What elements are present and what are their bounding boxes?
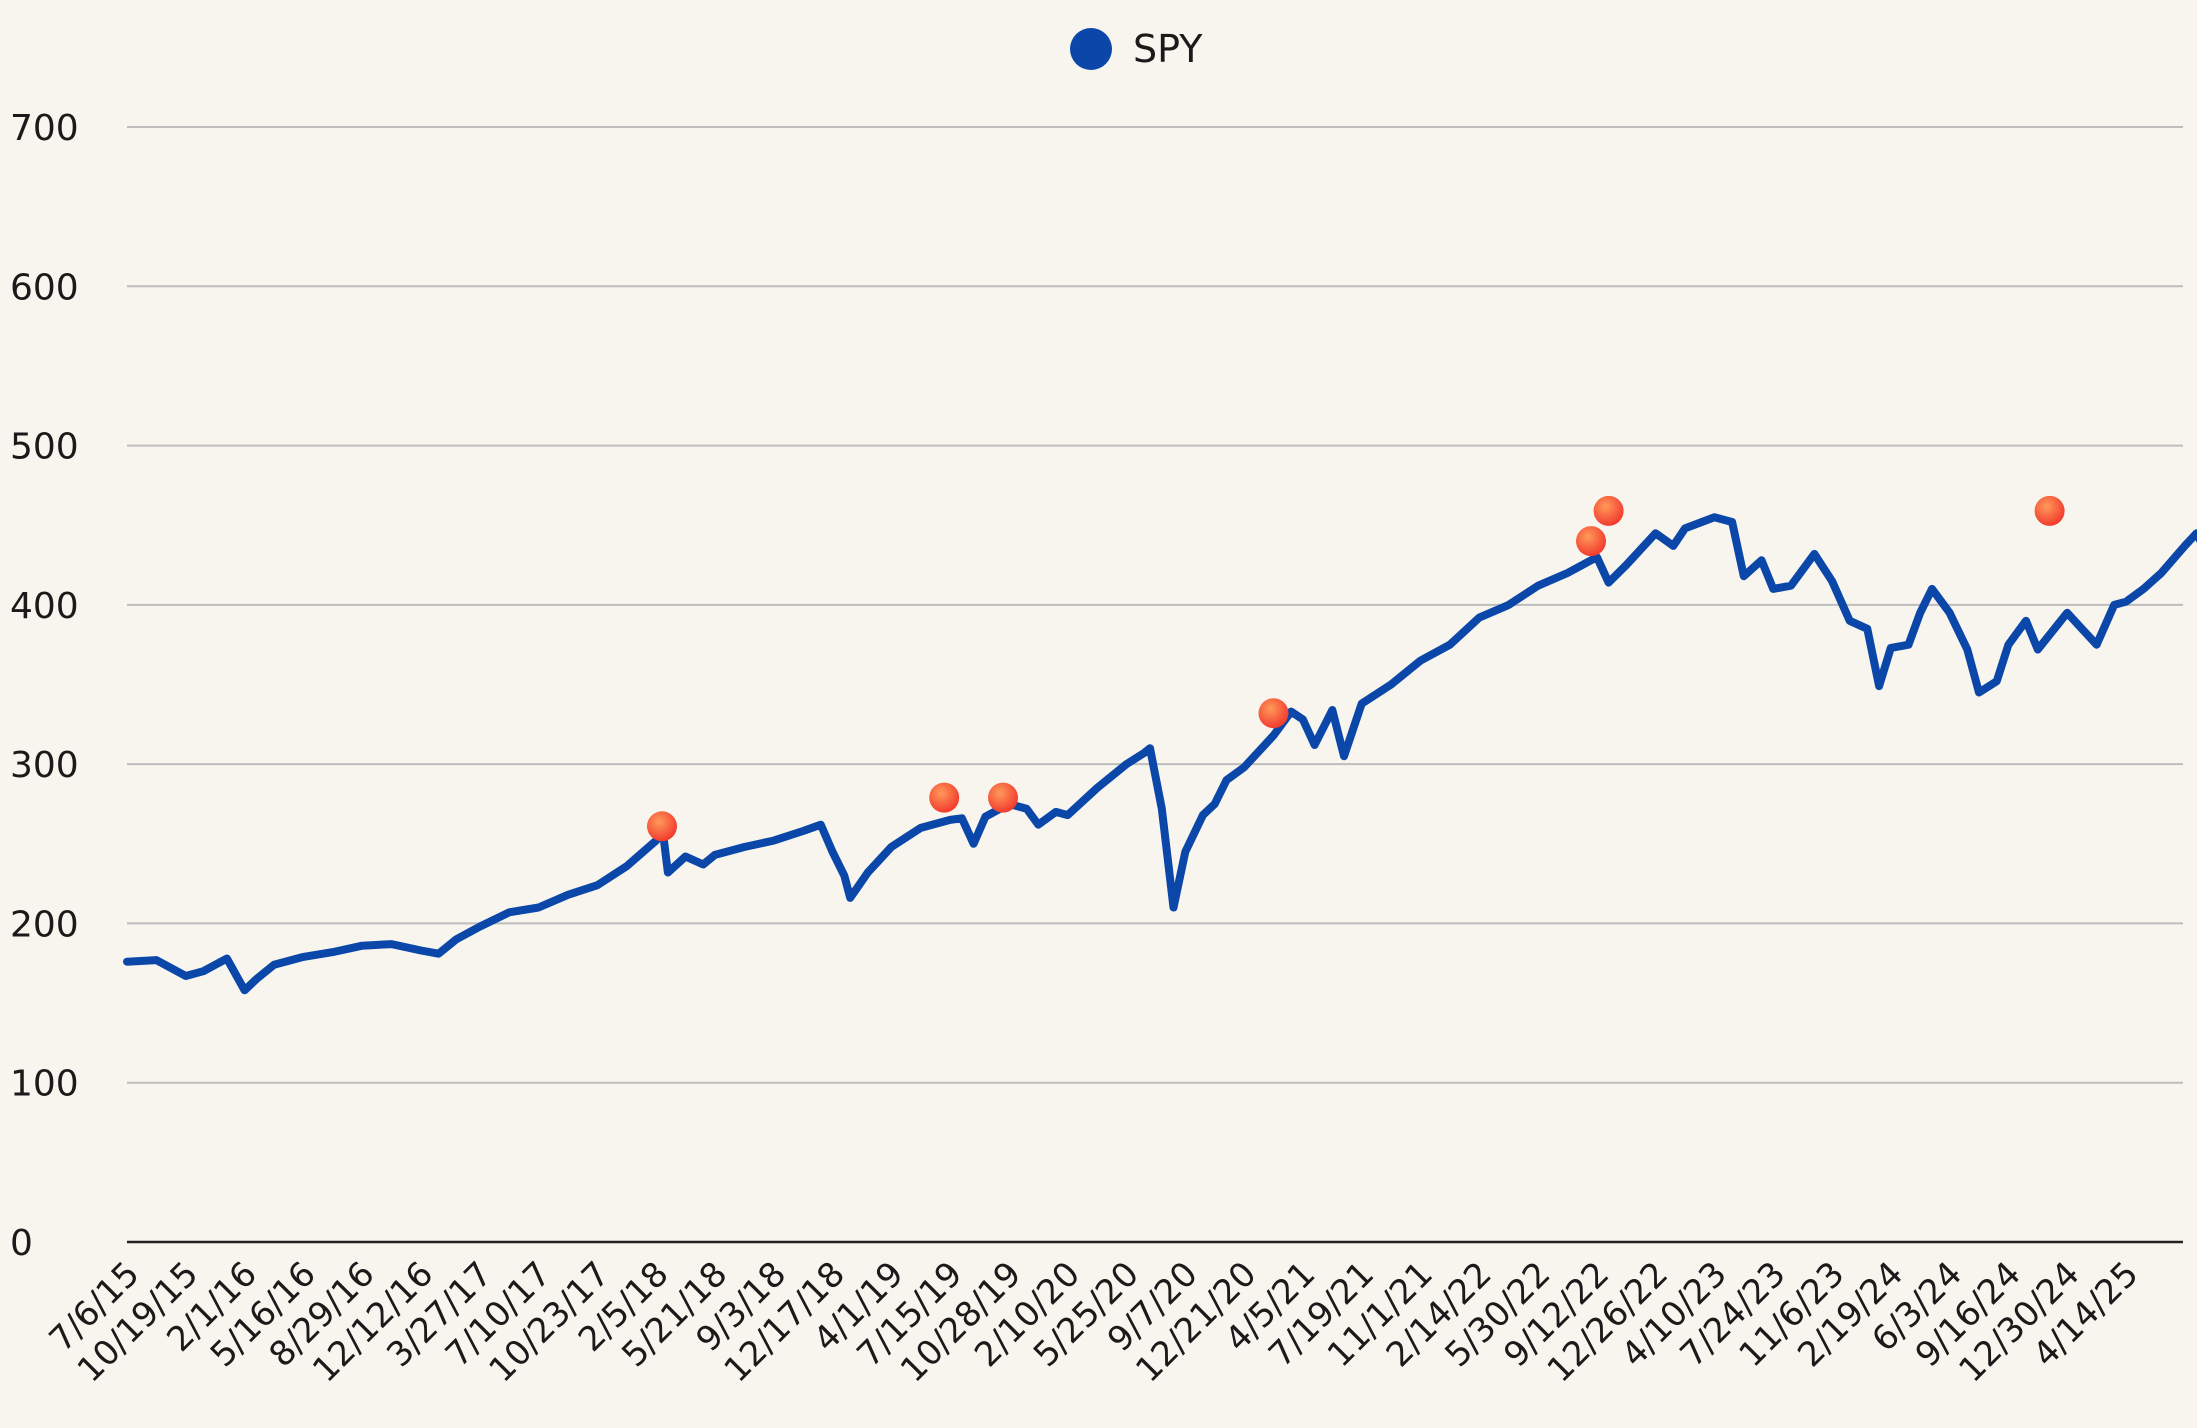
y-tick-label: 500 — [10, 427, 79, 468]
highlight-marker — [1258, 698, 1289, 729]
y-gridlines — [127, 126, 2183, 1244]
highlight-marker — [1593, 495, 1624, 526]
y-tick-label: 700 — [10, 108, 79, 149]
series-layer — [123, 513, 2197, 995]
legend-marker-spy — [1070, 28, 1112, 70]
x-axis-tick-labels: 7/6/1510/19/152/1/165/16/168/29/1612/12/… — [42, 1254, 2147, 1390]
highlight-marker — [1576, 526, 1606, 557]
highlight-marker — [2034, 495, 2065, 526]
y-tick-label: 600 — [10, 267, 79, 308]
highlight-marker — [929, 782, 960, 813]
legend: SPY — [1070, 27, 1203, 71]
y-tick-label: 0 — [10, 1223, 33, 1264]
y-tick-label: 400 — [10, 586, 79, 627]
y-tick-label: 100 — [10, 1064, 79, 1105]
highlight-marker — [988, 782, 1018, 813]
y-axis-tick-labels: 0 100 200 300 400 500 600 700 — [10, 108, 79, 1264]
y-tick-label: 200 — [10, 904, 79, 945]
y-tick-label: 300 — [10, 745, 79, 786]
legend-label-spy: SPY — [1133, 27, 1203, 71]
series-line-spy — [123, 513, 2197, 995]
highlight-markers — [647, 495, 2065, 842]
highlight-marker — [647, 811, 677, 842]
